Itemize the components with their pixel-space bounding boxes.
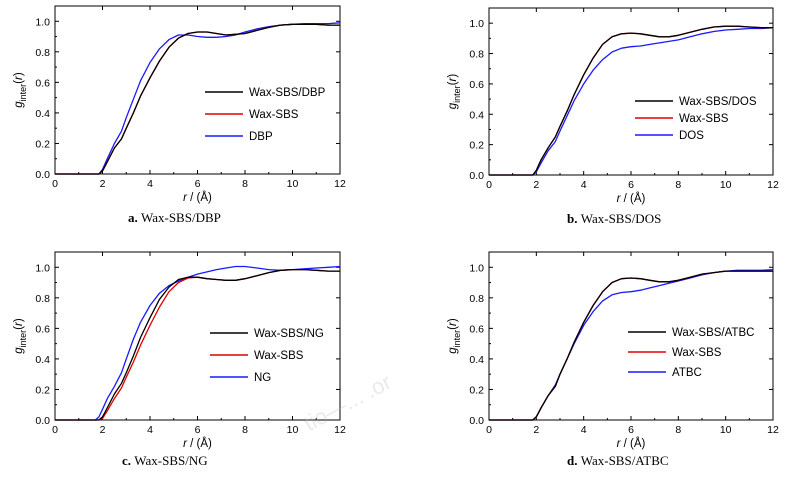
- x-axis-label: r / (Å): [617, 192, 646, 205]
- y-tick-label: 0.0: [35, 415, 50, 427]
- x-tick-label: 6: [195, 424, 201, 436]
- y-tick-label: 0.8: [469, 49, 484, 61]
- y-tick-label: 0.6: [35, 323, 50, 335]
- x-tick-label: 10: [287, 178, 299, 190]
- y-axis-label: ginter(r): [13, 72, 28, 108]
- y-tick-label: 1.0: [469, 262, 484, 274]
- y-tick-label: 0.4: [35, 354, 50, 366]
- y-tick-label: 0.8: [35, 293, 50, 305]
- y-tick-label: 0.6: [469, 323, 484, 335]
- x-tick-label: 2: [533, 424, 539, 436]
- legend-label: Wax-SBS: [249, 109, 299, 121]
- y-tick-label: 0.8: [35, 47, 50, 59]
- legend-label: Wax-SBS/DBP: [249, 87, 326, 99]
- x-tick-label: 12: [334, 424, 346, 436]
- y-tick-label: 0.6: [35, 77, 50, 89]
- panel-caption-text: Wax-SBS/ATBC: [580, 453, 669, 468]
- x-tick-label: 2: [100, 424, 106, 436]
- y-tick-label: 1.0: [35, 16, 50, 28]
- x-tick-label: 8: [242, 424, 248, 436]
- series-line-atbc: [489, 268, 774, 421]
- panel-caption: b. Wax-SBS/DOS: [567, 211, 661, 227]
- y-tick-label: 0.0: [469, 170, 484, 182]
- y-tick-label: 0.2: [469, 384, 484, 396]
- x-tick-label: 8: [675, 424, 681, 436]
- x-tick-label: 8: [675, 179, 681, 191]
- legend-label: Wax-SBS: [672, 347, 722, 359]
- x-tick-label: 4: [581, 424, 587, 436]
- x-tick-label: 6: [628, 179, 634, 191]
- x-tick-label: 10: [287, 424, 299, 436]
- series-line-wax-sbs-atbc: [489, 270, 773, 421]
- legend-label: Wax-SBS: [679, 113, 729, 125]
- panel-caption-text: Wax-SBS/DOS: [580, 211, 662, 226]
- x-tick-label: 10: [720, 179, 732, 191]
- x-tick-label: 8: [242, 178, 248, 190]
- x-tick-label: 4: [147, 424, 153, 436]
- y-tick-label: 0.0: [469, 415, 484, 427]
- series-line-wax-sbs: [489, 270, 773, 421]
- y-tick-label: 0.8: [469, 293, 484, 305]
- y-tick-label: 0.2: [35, 384, 50, 396]
- legend-label: DOS: [679, 130, 704, 142]
- y-tick-label: 0.4: [469, 354, 484, 366]
- panel-caption-letter: c.: [122, 453, 135, 468]
- panel-caption-text: Wax-SBS/DBP: [141, 210, 221, 225]
- x-tick-label: 4: [581, 179, 587, 191]
- x-axis-label: r / (Å): [183, 191, 212, 204]
- series-line-wax-sbs-dbp: [55, 23, 340, 175]
- x-tick-label: 0: [52, 178, 58, 190]
- legend-label: DBP: [249, 131, 273, 143]
- y-tick-label: 0.6: [469, 79, 484, 91]
- x-tick-label: 0: [52, 424, 58, 436]
- legend-label: Wax-SBS/NG: [254, 328, 324, 340]
- legend-label: Wax-SBS/ATBC: [672, 327, 754, 339]
- series-line-wax-sbs: [55, 268, 340, 421]
- panel-caption: c. Wax-SBS/NG: [122, 453, 208, 469]
- y-tick-label: 0.2: [469, 140, 484, 152]
- panel-caption-letter: d.: [567, 453, 581, 468]
- y-axis-label: ginter(r): [13, 318, 28, 354]
- series-line-dos: [489, 27, 774, 176]
- legend-label: NG: [254, 372, 271, 384]
- panel-caption: a. Wax-SBS/DBP: [128, 210, 221, 226]
- legend-label: Wax-SBS/DOS: [679, 96, 757, 108]
- x-tick-label: 2: [100, 178, 106, 190]
- x-axis-label: r / (Å): [617, 437, 646, 450]
- x-tick-label: 0: [486, 179, 492, 191]
- panel-caption-letter: a.: [128, 210, 141, 225]
- x-tick-label: 12: [767, 179, 779, 191]
- x-tick-label: 0: [486, 424, 492, 436]
- legend-label: Wax-SBS: [254, 350, 304, 362]
- x-tick-label: 12: [334, 178, 346, 190]
- series-line-wax-sbs-ng: [55, 268, 340, 421]
- y-tick-label: 0.0: [35, 169, 50, 181]
- legend-label: ATBC: [672, 367, 702, 379]
- x-tick-label: 10: [720, 424, 732, 436]
- y-tick-label: 0.4: [35, 108, 50, 120]
- series-line-wax-sbs-dos: [489, 25, 773, 176]
- y-tick-label: 1.0: [35, 262, 50, 274]
- x-tick-label: 6: [628, 424, 634, 436]
- y-tick-label: 0.4: [469, 109, 484, 121]
- y-axis-label: ginter(r): [447, 318, 462, 354]
- x-axis-label: r / (Å): [183, 437, 212, 450]
- panel-caption: d. Wax-SBS/ATBC: [567, 453, 669, 469]
- y-tick-label: 1.0: [469, 18, 484, 30]
- panel-caption-text: Wax-SBS/NG: [134, 453, 208, 468]
- panel-caption-letter: b.: [567, 211, 581, 226]
- x-tick-label: 6: [195, 178, 201, 190]
- x-tick-label: 2: [533, 179, 539, 191]
- series-line-wax-sbs: [55, 23, 340, 175]
- y-tick-label: 0.2: [35, 138, 50, 150]
- y-axis-label: ginter(r): [447, 74, 462, 110]
- x-tick-label: 12: [767, 424, 779, 436]
- x-tick-label: 4: [147, 178, 153, 190]
- series-line-ng: [55, 265, 341, 421]
